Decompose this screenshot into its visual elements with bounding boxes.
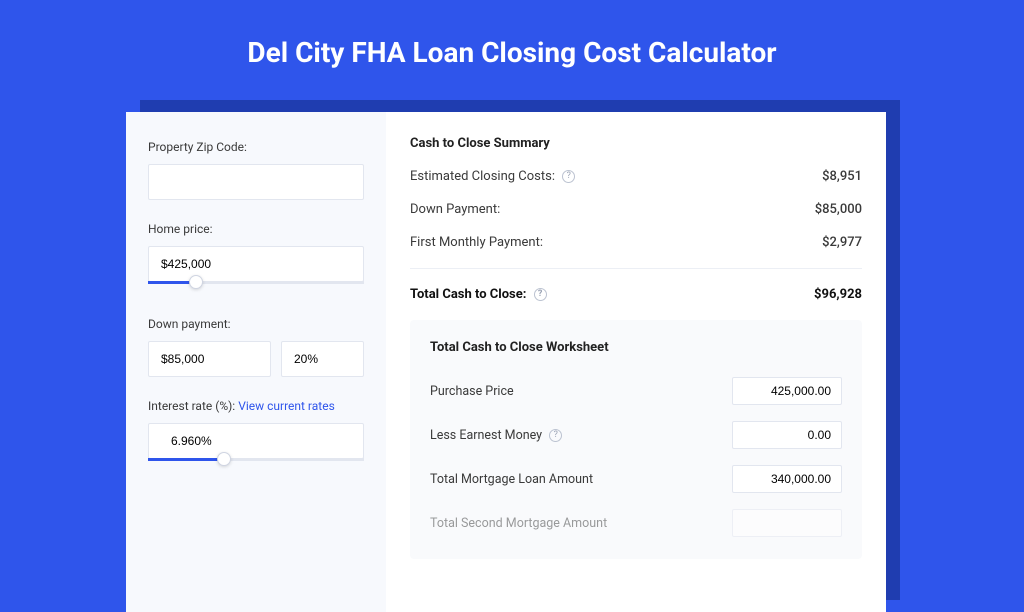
inputs-panel: Property Zip Code: Home price: Down paym… bbox=[126, 112, 386, 612]
slider-fill bbox=[148, 458, 224, 461]
view-rates-link[interactable]: View current rates bbox=[238, 399, 335, 413]
divider bbox=[410, 268, 862, 269]
worksheet-row-label: Purchase Price bbox=[430, 384, 514, 399]
home-price-label: Home price: bbox=[148, 222, 364, 236]
summary-row-label: First Monthly Payment: bbox=[410, 235, 543, 250]
interest-rate-label: Interest rate (%): View current rates bbox=[148, 399, 364, 413]
worksheet-row-label: Total Second Mortgage Amount bbox=[430, 516, 607, 531]
down-payment-pct-input[interactable] bbox=[281, 341, 364, 377]
interest-rate-input[interactable] bbox=[148, 423, 364, 459]
zip-label: Property Zip Code: bbox=[148, 140, 364, 154]
worksheet-row: Total Mortgage Loan Amount bbox=[430, 465, 842, 493]
help-icon[interactable]: ? bbox=[534, 288, 547, 301]
worksheet-value-input[interactable] bbox=[732, 377, 842, 405]
summary-row-label: Down Payment: bbox=[410, 202, 500, 217]
down-payment-field: Down payment: bbox=[148, 317, 364, 377]
slider-thumb[interactable] bbox=[217, 452, 231, 466]
worksheet-heading: Total Cash to Close Worksheet bbox=[430, 340, 842, 355]
worksheet-row-label: Total Mortgage Loan Amount bbox=[430, 472, 593, 487]
interest-rate-field: Interest rate (%): View current rates bbox=[148, 399, 364, 472]
summary-row-label-text: Estimated Closing Costs: bbox=[410, 169, 555, 184]
summary-heading: Cash to Close Summary bbox=[410, 136, 862, 151]
worksheet-row: Purchase Price bbox=[430, 377, 842, 405]
slider-thumb[interactable] bbox=[189, 275, 203, 289]
worksheet-row-label: Less Earnest Money ? bbox=[430, 428, 562, 443]
summary-total-label-text: Total Cash to Close: bbox=[410, 287, 526, 302]
worksheet-value-input[interactable] bbox=[732, 509, 842, 537]
zip-input[interactable] bbox=[148, 164, 364, 200]
down-payment-label: Down payment: bbox=[148, 317, 364, 331]
summary-row: First Monthly Payment: $2,977 bbox=[410, 235, 862, 250]
help-icon[interactable]: ? bbox=[562, 170, 575, 183]
interest-rate-slider[interactable] bbox=[148, 458, 364, 472]
calculator-card: Property Zip Code: Home price: Down paym… bbox=[126, 112, 886, 612]
help-icon[interactable]: ? bbox=[549, 429, 562, 442]
summary-row-label: Estimated Closing Costs: ? bbox=[410, 169, 575, 184]
home-price-slider[interactable] bbox=[148, 281, 364, 295]
summary-row: Down Payment: $85,000 bbox=[410, 202, 862, 217]
worksheet-row: Less Earnest Money ? bbox=[430, 421, 842, 449]
summary-total-value: $96,928 bbox=[814, 287, 862, 302]
zip-field: Property Zip Code: bbox=[148, 140, 364, 200]
worksheet-row-label-text: Less Earnest Money bbox=[430, 428, 542, 443]
summary-row: Estimated Closing Costs: ? $8,951 bbox=[410, 169, 862, 184]
home-price-field: Home price: bbox=[148, 222, 364, 295]
rate-label-text: Interest rate (%): bbox=[148, 399, 238, 413]
summary-row-value: $2,977 bbox=[822, 235, 862, 250]
summary-total-label: Total Cash to Close: ? bbox=[410, 287, 547, 302]
worksheet-value-input[interactable] bbox=[732, 465, 842, 493]
worksheet-value-input[interactable] bbox=[732, 421, 842, 449]
summary-row-value: $85,000 bbox=[815, 202, 862, 217]
results-panel: Cash to Close Summary Estimated Closing … bbox=[386, 112, 886, 612]
worksheet-panel: Total Cash to Close Worksheet Purchase P… bbox=[410, 320, 862, 559]
worksheet-row: Total Second Mortgage Amount bbox=[430, 509, 842, 537]
page-title: Del City FHA Loan Closing Cost Calculato… bbox=[0, 0, 1024, 69]
summary-row-value: $8,951 bbox=[822, 169, 862, 184]
home-price-input[interactable] bbox=[148, 246, 364, 282]
summary-total-row: Total Cash to Close: ? $96,928 bbox=[410, 287, 862, 302]
down-payment-input[interactable] bbox=[148, 341, 271, 377]
